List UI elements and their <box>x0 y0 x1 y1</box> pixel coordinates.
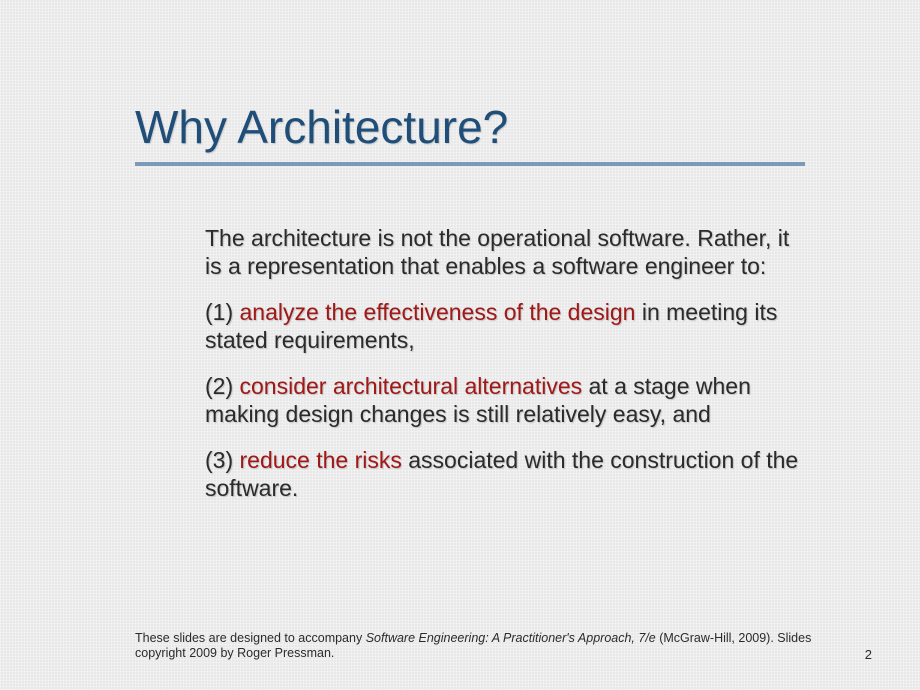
point-1-num: (1) <box>205 299 240 325</box>
point-2-num: (2) <box>205 373 240 399</box>
title-underline <box>135 162 805 166</box>
point-2: (2) consider architectural alternatives … <box>205 372 800 428</box>
footer-text-a: These slides are designed to accompany <box>135 631 366 645</box>
point-3-num: (3) <box>205 447 240 473</box>
footer-italic: Software Engineering: A Practitioner's A… <box>366 631 656 645</box>
slide-body: The architecture is not the operational … <box>135 224 860 502</box>
footer: These slides are designed to accompany S… <box>135 631 860 662</box>
point-3: (3) reduce the risks associated with the… <box>205 446 800 502</box>
point-2-emphasis: consider architectural alternatives <box>240 373 583 399</box>
point-3-emphasis: reduce the risks <box>240 447 402 473</box>
slide: Why Architecture? The architecture is no… <box>0 0 920 690</box>
point-1: (1) analyze the effectiveness of the des… <box>205 298 800 354</box>
page-number: 2 <box>865 647 872 662</box>
slide-title: Why Architecture? <box>135 100 860 154</box>
intro-paragraph: The architecture is not the operational … <box>205 224 800 280</box>
point-1-emphasis: analyze the effectiveness of the design <box>240 299 636 325</box>
